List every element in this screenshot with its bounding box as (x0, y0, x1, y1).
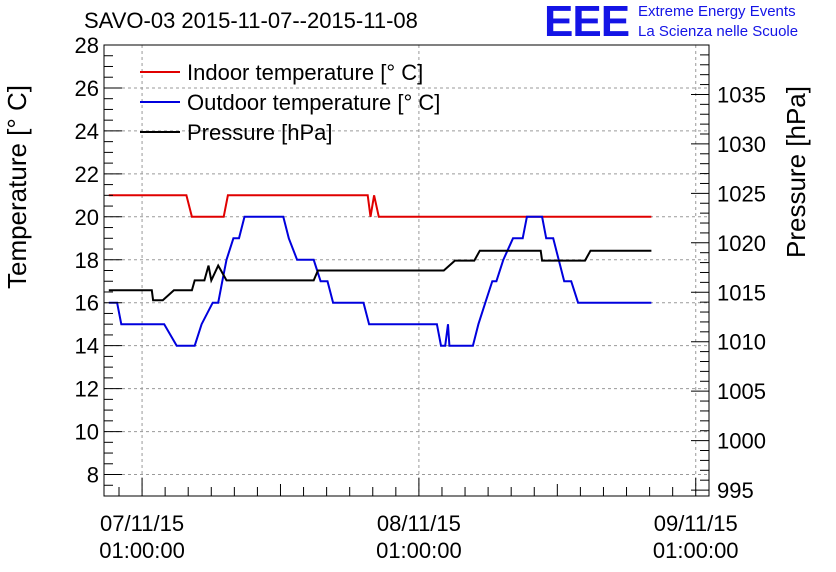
y-tick-label: 16 (75, 291, 99, 316)
y2-tick-label: 1020 (717, 231, 766, 256)
y-tick-label: 28 (75, 33, 99, 58)
y-tick-label: 12 (75, 377, 99, 402)
y2-tick-label: 1005 (717, 379, 766, 404)
x-tick-label-time: 01:00:00 (99, 538, 185, 563)
y-tick-label: 24 (75, 119, 99, 144)
x-tick-label-date: 09/11/15 (654, 511, 738, 536)
axes: 8 10 12 14 16 18 20 22 24 26 28 995 1000 1005 1010 1015… (75, 33, 766, 563)
logo-line-2: La Scienza nelle Scuole (638, 23, 799, 40)
y-tick-label: 26 (75, 76, 99, 101)
series-line-1 (108, 194, 652, 218)
data-series (108, 194, 652, 347)
legend-label: Indoor temperature [° C] (187, 60, 423, 85)
logo-line-1: Extreme Energy Events (638, 3, 796, 20)
y-axis-label: Temperature [° C] (2, 85, 32, 289)
series-line-2 (108, 215, 652, 347)
y2-axis-label: Pressure [hPa] (781, 86, 811, 258)
legend-label: Outdoor temperature [° C] (187, 90, 440, 115)
y2-tick-label: 1025 (717, 181, 766, 206)
y2-tick-label: 1000 (717, 429, 766, 454)
legend-label: Pressure [hPa] (187, 120, 333, 145)
x-tick-label-time: 01:00:00 (653, 538, 739, 563)
y2-tick-label: 1030 (717, 132, 766, 157)
legend: Indoor temperature [° C] Outdoor temperat… (140, 60, 440, 145)
y2-tick-label: 1010 (717, 330, 766, 355)
y2-tick-label: 995 (717, 478, 754, 503)
y-tick-label: 10 (75, 420, 99, 445)
chart-title: SAVO-03 2015-11-07--2015-11-08 (84, 8, 418, 33)
y-tick-label: 22 (75, 162, 99, 187)
y-tick-label: 8 (87, 463, 99, 488)
x-tick-label-date: 08/11/15 (377, 511, 461, 536)
eee-logo: EEE (544, 0, 630, 46)
x-tick-label-time: 01:00:00 (376, 538, 462, 563)
y-tick-label: 20 (75, 205, 99, 230)
series-line-3 (108, 249, 652, 302)
y-tick-label: 18 (75, 248, 99, 273)
y-tick-label: 14 (75, 334, 99, 359)
y2-tick-label: 1015 (717, 280, 766, 305)
y2-tick-label: 1035 (717, 82, 766, 107)
x-tick-label-date: 07/11/15 (100, 511, 184, 536)
